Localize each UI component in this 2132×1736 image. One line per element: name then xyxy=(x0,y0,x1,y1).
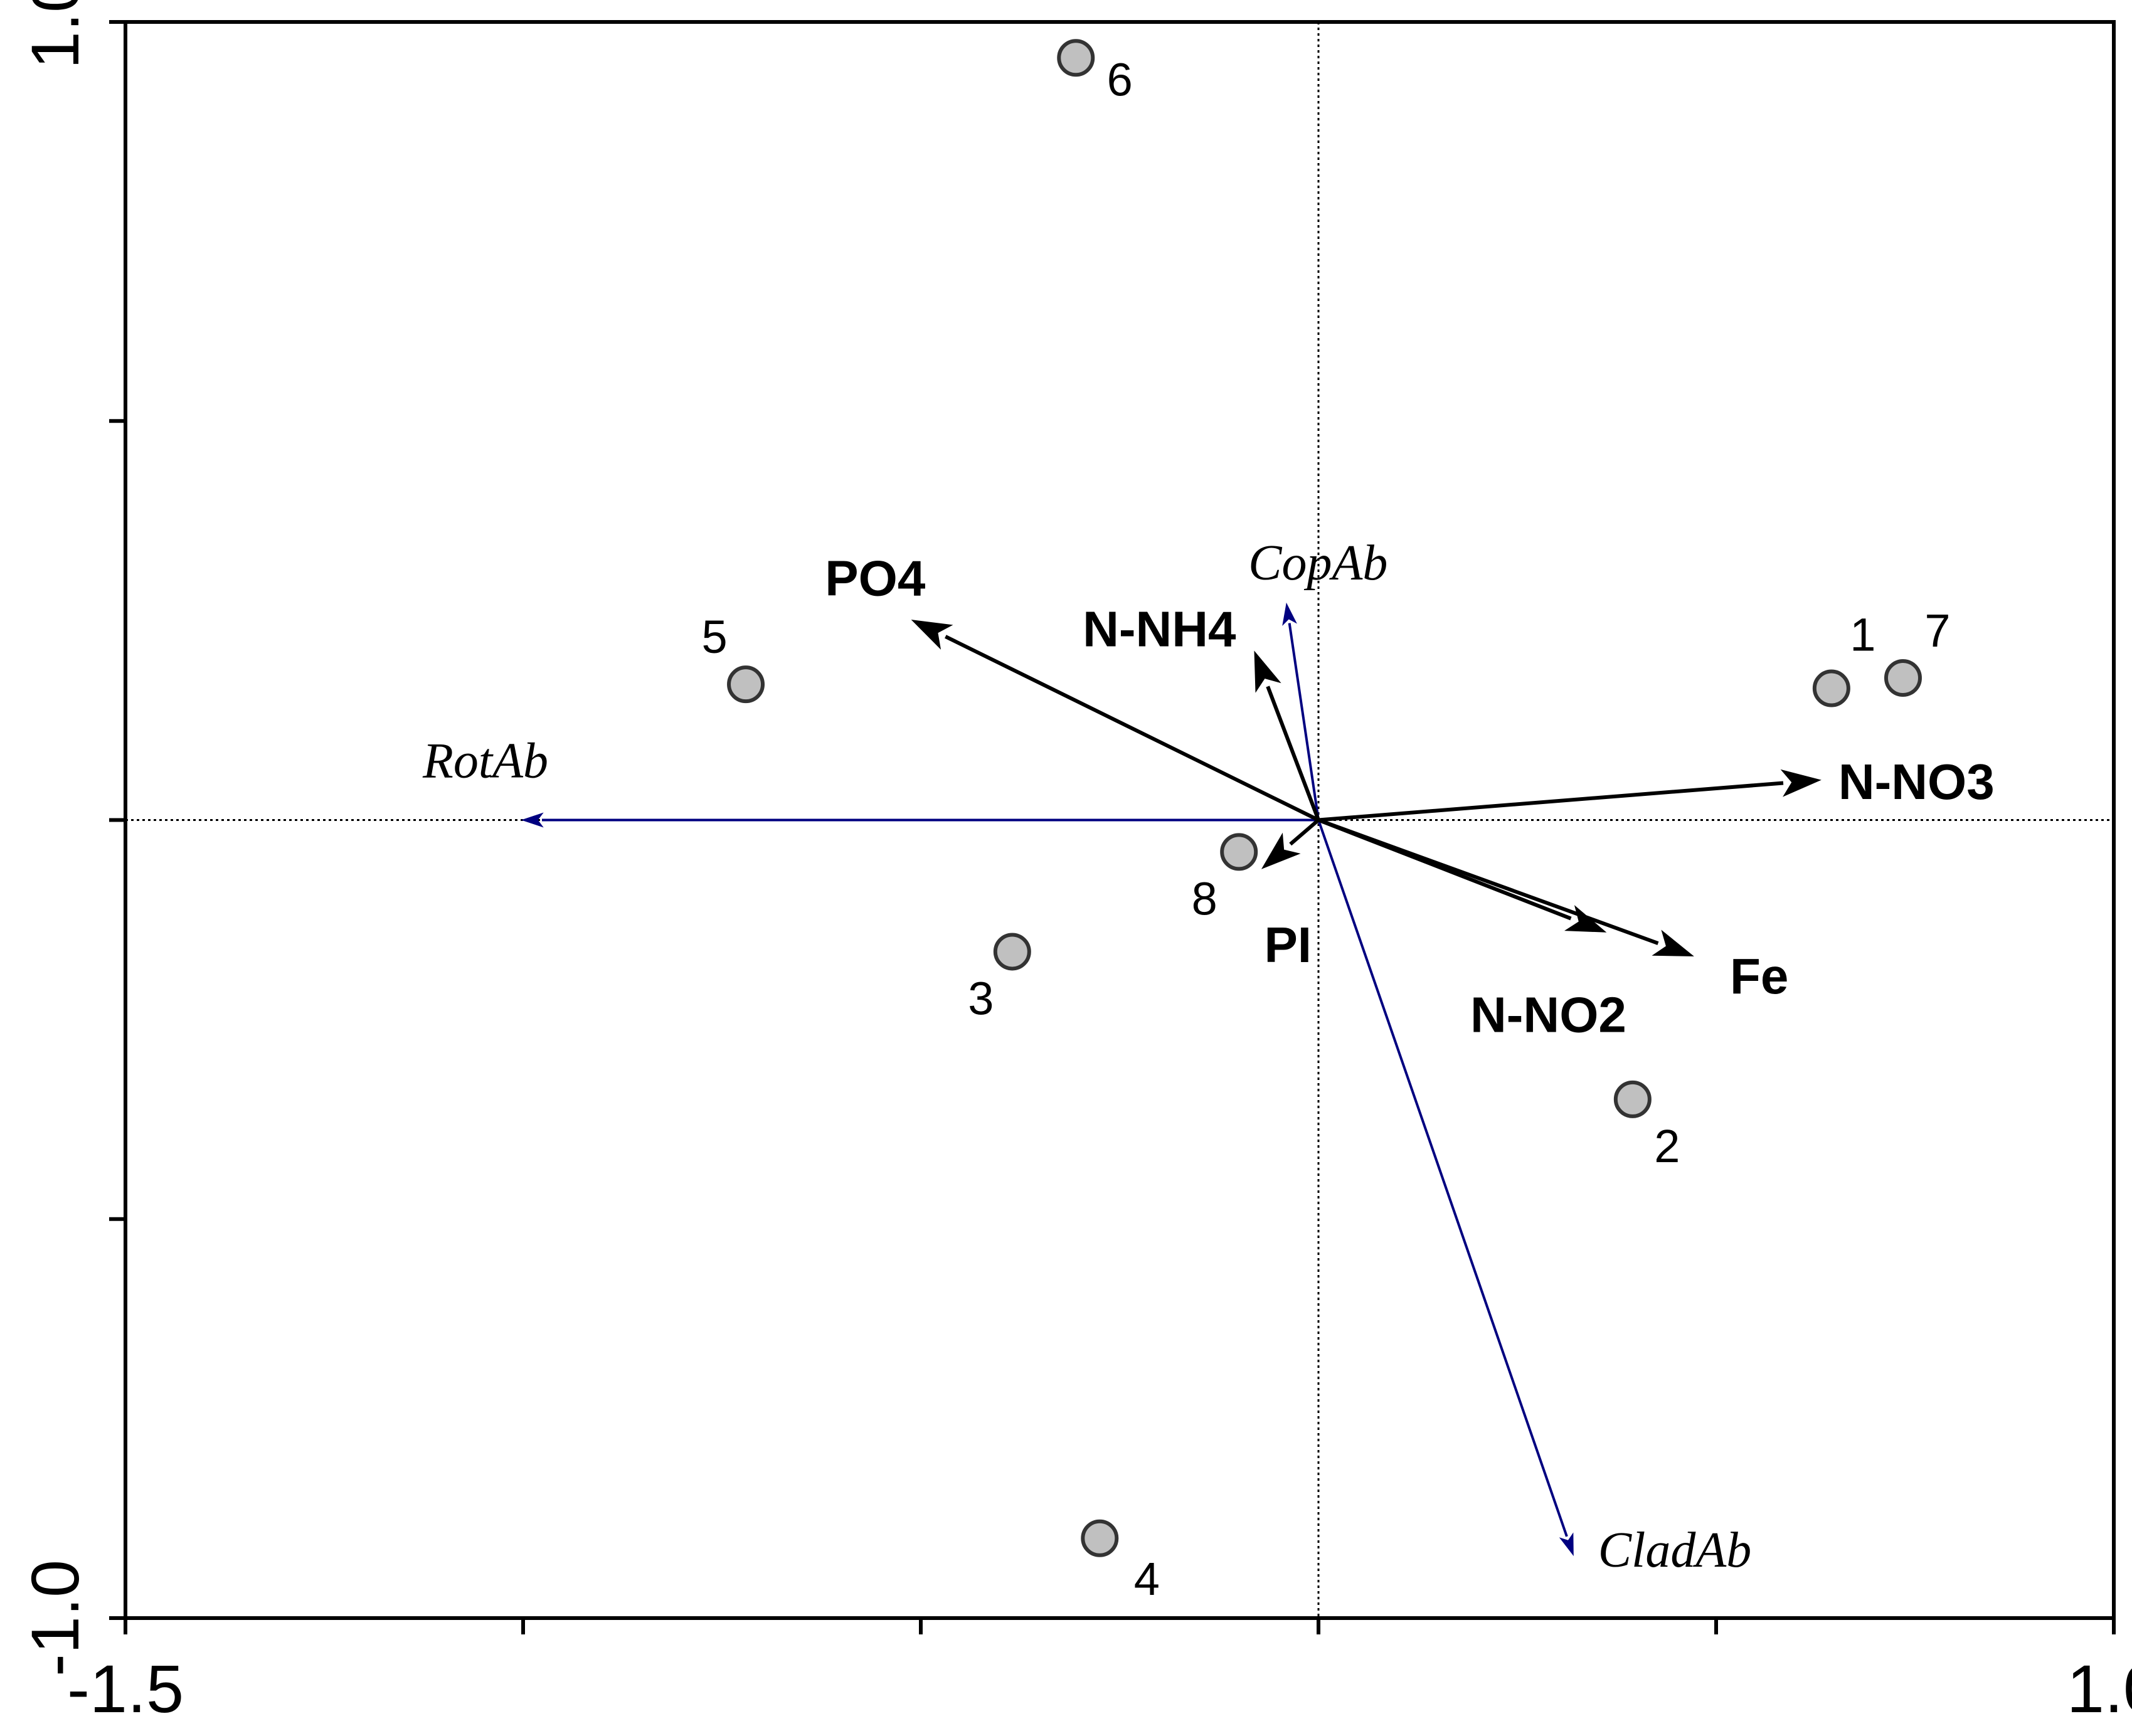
site-point-4 xyxy=(1081,1519,1119,1557)
axis-tick-labels: -1.5 1.0 1.0 -1.0 xyxy=(17,0,2132,1727)
species-arrow-cladab xyxy=(1317,819,1574,1557)
env-arrow-n-nh4 xyxy=(1254,650,1320,821)
site-point-3 xyxy=(993,933,1031,971)
env-label-n-no2: N-NO2 xyxy=(1470,987,1626,1043)
env-label-po4: PO4 xyxy=(825,550,926,606)
site-label-6: 6 xyxy=(1107,53,1133,105)
env-arrow-n-nh4-shaft xyxy=(1266,685,1320,821)
site-point-8 xyxy=(1220,833,1258,871)
species-arrow-copab xyxy=(1282,602,1320,820)
site-point-2 xyxy=(1613,1080,1652,1118)
env-arrow-po4 xyxy=(911,620,1320,822)
plot-frame xyxy=(109,20,2116,1634)
site-point-6 xyxy=(1057,39,1095,77)
environmental-vectors: PO4 N-NH4 N-NO3 PI N-NO2 Fe xyxy=(825,550,1994,1042)
species-label-rotab: RotAb xyxy=(422,734,548,789)
site-point-7 xyxy=(1884,659,1922,697)
site-point-5 xyxy=(727,665,765,704)
site-label-4: 4 xyxy=(1134,1553,1160,1605)
env-arrow-po4-shaft xyxy=(945,635,1320,822)
species-arrow-rotab xyxy=(521,812,1318,828)
env-arrow-pi-shaft xyxy=(1289,818,1320,846)
env-arrow-n-nh4-head xyxy=(1254,650,1281,693)
site-point-1 xyxy=(1812,669,1850,707)
env-arrow-po4-head xyxy=(911,620,953,650)
species-label-copab: CopAb xyxy=(1248,536,1387,591)
site-points: 1 2 3 4 5 6 7 8 xyxy=(701,39,1951,1605)
x-tick-label-0: -1.5 xyxy=(67,1651,184,1727)
site-label-1: 1 xyxy=(1850,609,1875,661)
site-label-7: 7 xyxy=(1924,605,1950,657)
env-arrow-fe xyxy=(1317,818,1694,956)
env-label-n-no3: N-NO3 xyxy=(1838,754,1995,810)
species-arrow-rotab-head xyxy=(521,812,544,828)
species-vectors: RotAb CopAb CladAb xyxy=(422,536,1751,1578)
site-label-3: 3 xyxy=(968,972,994,1024)
env-label-pi: PI xyxy=(1264,917,1312,973)
env-arrow-pi-head xyxy=(1261,832,1301,869)
env-label-fe: Fe xyxy=(1730,948,1788,1004)
env-arrow-n-no3-shaft xyxy=(1318,781,1784,822)
species-label-cladab: CladAb xyxy=(1598,1523,1751,1578)
env-arrow-n-no3-head xyxy=(1780,769,1822,797)
species-arrow-copab-head xyxy=(1282,602,1297,627)
y-tick-label-1: -1.0 xyxy=(17,1560,93,1676)
site-label-8: 8 xyxy=(1192,872,1217,924)
env-arrow-fe-head xyxy=(1652,929,1694,956)
env-arrow-n-no3 xyxy=(1318,769,1822,822)
site-label-2: 2 xyxy=(1654,1120,1680,1172)
species-arrow-cladab-head xyxy=(1559,1532,1574,1557)
x-tick-label-1: 1.0 xyxy=(2067,1651,2132,1727)
species-arrow-copab-shaft xyxy=(1288,623,1320,820)
env-arrow-pi xyxy=(1261,818,1320,869)
site-label-5: 5 xyxy=(701,611,727,663)
env-arrow-fe-shaft xyxy=(1317,818,1659,945)
y-tick-label-0: 1.0 xyxy=(17,0,93,69)
species-arrow-cladab-shaft xyxy=(1317,819,1568,1537)
env-label-n-nh4: N-NH4 xyxy=(1083,601,1236,657)
